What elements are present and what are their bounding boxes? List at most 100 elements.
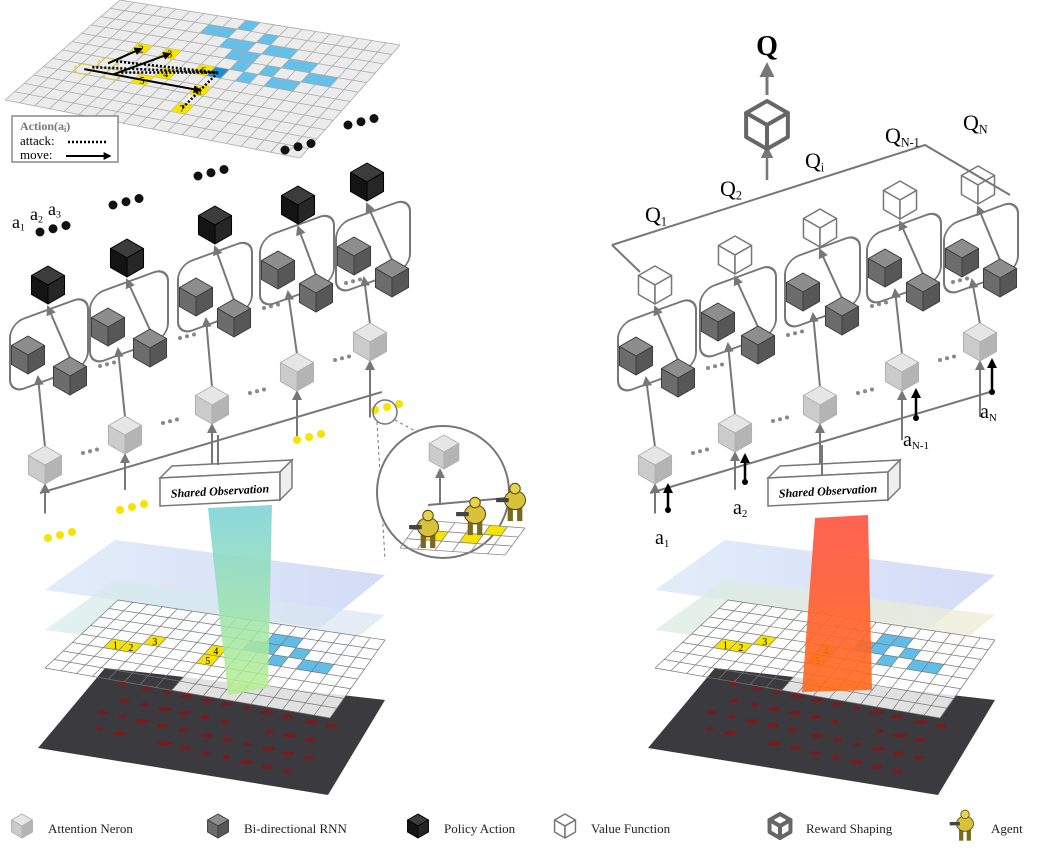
ellipsis-dot — [870, 387, 874, 392]
grid-cell — [121, 82, 145, 95]
grid-cell — [724, 610, 749, 622]
action-input-label-sub: N — [989, 412, 997, 424]
q-value-label: Q1 — [645, 202, 667, 228]
cube-att — [279, 352, 315, 392]
action-output-label-base: a — [12, 212, 20, 232]
ellipsis-dot — [255, 389, 259, 394]
cube-face — [999, 268, 1018, 298]
grid-cell — [152, 120, 177, 132]
grid-cell — [298, 93, 322, 106]
map-blood — [789, 694, 804, 699]
grid-cell — [309, 63, 333, 76]
grid-cell — [344, 80, 367, 93]
grid-cell — [936, 642, 959, 655]
cube-pol — [197, 205, 233, 245]
grid-cell-label: 3 — [152, 637, 157, 648]
map-blood — [728, 714, 737, 719]
cube-face — [901, 362, 920, 392]
grid-cell — [312, 42, 336, 55]
cube-face — [564, 819, 577, 839]
grid-cell — [845, 692, 869, 705]
cube-val — [802, 208, 838, 248]
grid-cell — [274, 687, 297, 701]
shared-observation-label: Shared Observation — [778, 481, 877, 500]
grid-cell — [81, 625, 106, 637]
map-blood — [935, 724, 948, 729]
map-blood — [810, 698, 823, 703]
grid-line — [81, 633, 358, 680]
connector — [976, 205, 1001, 261]
ellipsis-dot — [293, 436, 301, 444]
cube-face — [126, 248, 145, 278]
grid-cell — [114, 610, 139, 622]
q-value-label: QN-1 — [885, 123, 920, 149]
ellipsis-dot — [248, 391, 252, 395]
ellipsis-dot — [140, 500, 148, 508]
cube-face — [21, 819, 33, 839]
grid-line — [91, 24, 376, 74]
ellipsis-dot — [856, 391, 860, 395]
action-prefix: Action(a — [20, 119, 64, 133]
grid-cell — [323, 66, 347, 78]
grid-cell-label: 3 — [762, 637, 767, 648]
grid-cell — [295, 61, 319, 73]
grid-cell — [217, 89, 241, 102]
grid-cell — [928, 631, 951, 643]
grid-cell — [78, 105, 103, 118]
cube-val — [882, 180, 918, 220]
agent-icon — [496, 482, 527, 522]
grid-cell — [238, 51, 262, 63]
grid-cell — [312, 96, 336, 109]
grid-cell — [14, 83, 39, 95]
grid-cell — [141, 96, 165, 109]
map-blood — [750, 702, 759, 707]
grid-cell — [194, 13, 218, 25]
move-arrow — [84, 68, 202, 94]
grid-cell — [296, 659, 319, 672]
grid-cell — [76, 44, 101, 56]
grid-cell — [931, 695, 954, 709]
cube-pol — [109, 238, 145, 278]
ellipsis-dot — [193, 171, 203, 181]
grid-cell — [275, 47, 299, 59]
grid-cell — [202, 87, 227, 99]
cube-face — [44, 455, 63, 485]
cube-rnn — [260, 250, 296, 290]
ellipsis-dot — [108, 200, 118, 210]
connector — [365, 202, 393, 261]
cube-face — [635, 346, 654, 376]
grid-cell — [228, 113, 253, 126]
ellipsis-dot — [305, 433, 313, 441]
map-blood — [752, 686, 763, 691]
grid-cell — [263, 76, 287, 89]
cube-val — [717, 235, 753, 275]
grid-cell — [281, 58, 305, 71]
grid-cell — [242, 31, 266, 43]
map-blood — [810, 750, 821, 755]
grid-cell — [62, 41, 87, 53]
agent-leg — [420, 533, 426, 549]
ellipsis-dot — [785, 415, 789, 420]
cube-face — [654, 274, 673, 305]
grid-cell — [938, 686, 961, 699]
grid-cell — [5, 91, 30, 103]
grid-cell — [921, 661, 944, 674]
value-bus — [611, 143, 1011, 246]
cube-face — [214, 215, 233, 245]
grid-cell — [891, 678, 915, 691]
map-blood — [135, 719, 150, 724]
q-value-label-base: Q — [963, 110, 979, 135]
grid-cell — [214, 110, 238, 123]
action-suffix: ) — [66, 119, 70, 133]
map-blood — [892, 769, 903, 774]
attack-line — [181, 71, 219, 110]
cube-face — [149, 338, 168, 368]
grid-cell — [281, 678, 305, 691]
grid-cell — [81, 25, 106, 36]
map-blood — [729, 698, 740, 703]
grid-cell — [914, 671, 937, 684]
grid-line — [44, 667, 331, 719]
map-blood — [282, 733, 297, 738]
map-blood — [871, 746, 886, 751]
ellipsis-dot — [347, 354, 351, 359]
